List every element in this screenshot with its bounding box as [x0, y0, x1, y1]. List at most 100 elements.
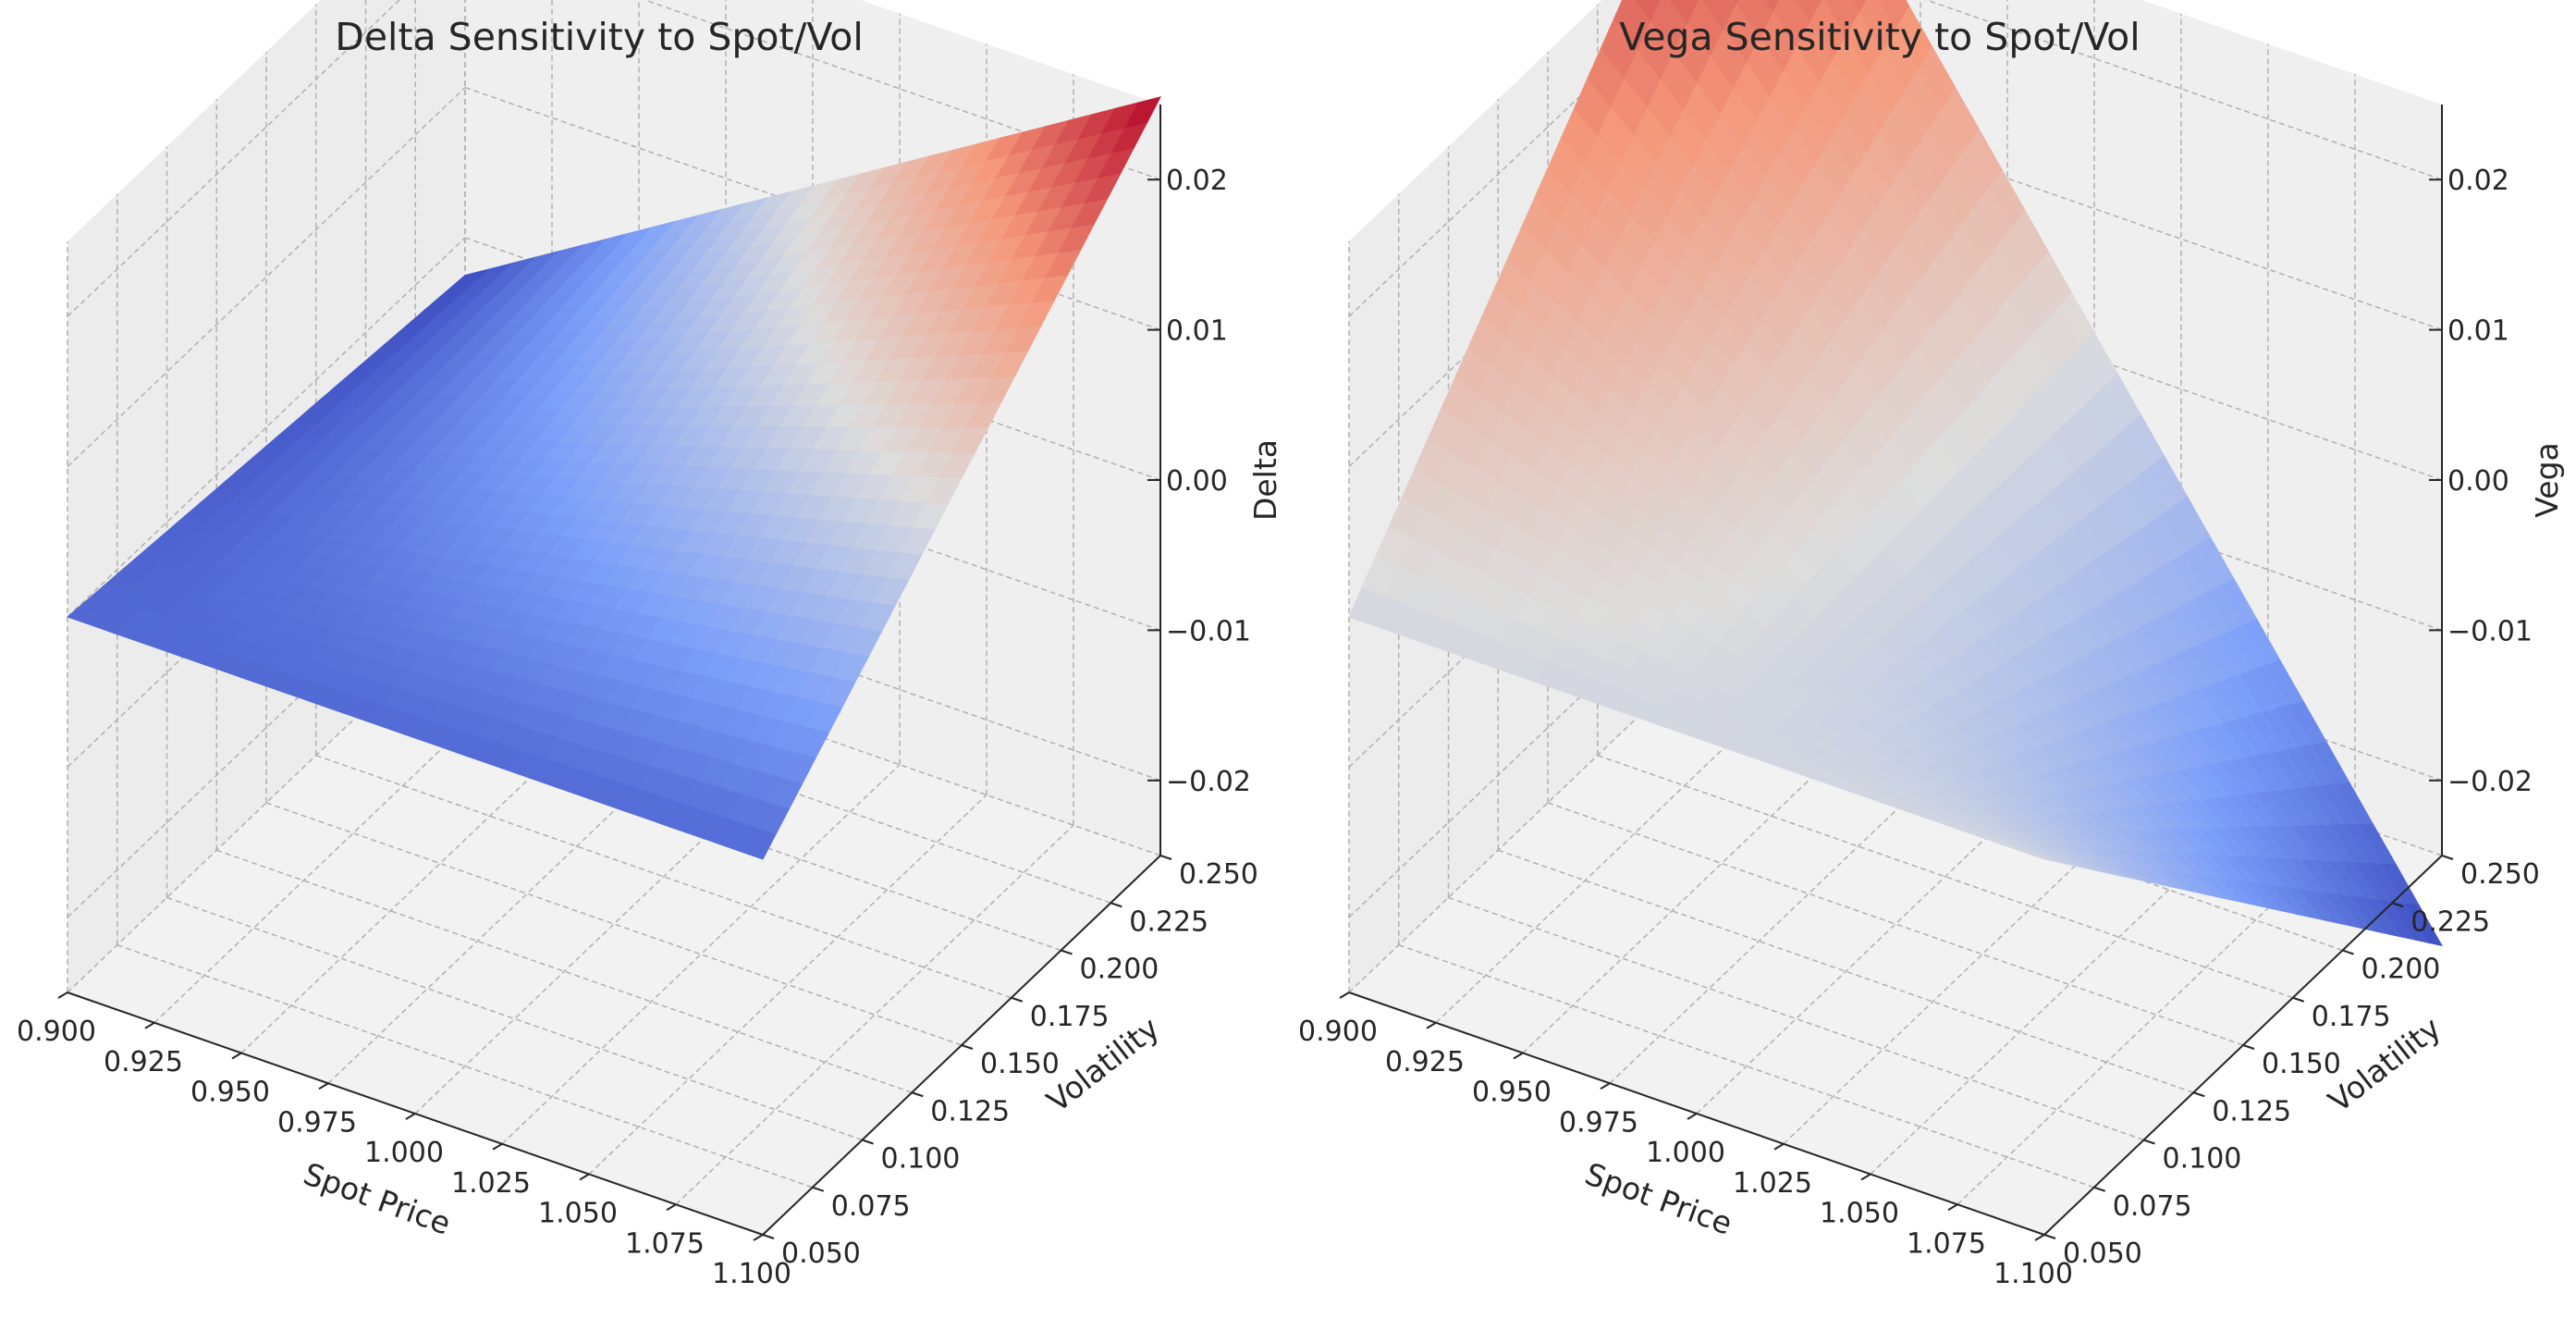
y-tick	[2043, 1234, 2056, 1239]
floor-pane	[67, 613, 1160, 1235]
x-tick	[144, 1021, 155, 1029]
x-tick-label: 0.950	[1472, 1077, 1552, 1109]
x-tick-label: 1.000	[1646, 1137, 1725, 1169]
y-tick	[2391, 902, 2404, 908]
x-tick	[1773, 1142, 1785, 1151]
y-tick	[2143, 1139, 2155, 1145]
y-tick-label: 0.075	[2113, 1190, 2192, 1223]
x-tick-label: 0.925	[1385, 1046, 1465, 1078]
y-tick	[762, 1234, 775, 1239]
x-tick	[579, 1173, 590, 1181]
chart-title: Delta Sensitivity to Spot/Vol	[335, 15, 863, 59]
x-tick	[1600, 1082, 1611, 1090]
gridline	[1597, 755, 2293, 999]
y-tick	[2192, 1091, 2205, 1098]
gridline	[588, 794, 987, 1176]
surface-patch	[1879, 0, 1910, 30]
surface	[67, 96, 1161, 860]
surface	[1348, 0, 2443, 947]
x-tick	[318, 1082, 329, 1090]
x-tick-label: 0.950	[190, 1077, 270, 1109]
x-tick-label: 0.900	[1298, 1016, 1378, 1048]
y-tick-label: 0.150	[2262, 1048, 2341, 1080]
y-tick-label: 0.250	[1179, 858, 1258, 891]
gridline	[1448, 896, 2144, 1141]
x-tick-label: 1.050	[1820, 1198, 1899, 1230]
z-tick-label: 0.01	[2447, 315, 2509, 348]
z-tick-label: 0.00	[2447, 465, 2509, 498]
y-tick-label: 0.200	[2361, 954, 2441, 986]
y-tick-label: 0.200	[1080, 954, 1159, 986]
x-tick	[492, 1142, 503, 1151]
gridline	[1547, 802, 2244, 1046]
x-tick	[405, 1113, 416, 1120]
x-tick	[753, 1234, 764, 1241]
vega-chart: 0.9000.9250.9500.9751.0001.0251.0501.075…	[1298, 0, 2565, 1290]
y-tick	[1110, 902, 1122, 908]
gridline	[67, 0, 400, 317]
y-tick	[812, 1186, 825, 1192]
y-tick	[862, 1139, 874, 1145]
y-tick-label: 0.250	[2460, 858, 2540, 891]
z-tick-label: 0.01	[1166, 315, 1228, 348]
y-tick-label: 0.125	[930, 1095, 1010, 1127]
x-tick	[666, 1203, 677, 1212]
gridline	[1924, 0, 2443, 180]
y-tick-label: 0.175	[2312, 1001, 2391, 1033]
gridline	[1498, 849, 2194, 1093]
z-axis-label: Delta	[1247, 439, 1283, 521]
x-tick-label: 1.075	[1907, 1227, 1986, 1260]
y-tick-label: 0.100	[2163, 1143, 2242, 1176]
delta-chart: 0.9000.9250.9500.9751.0001.0251.0501.075…	[17, 0, 1283, 1290]
surface-patch	[1795, 0, 1822, 23]
y-tick-label: 0.225	[1129, 905, 1208, 938]
y-tick	[2292, 996, 2305, 1003]
z-tick-label: −0.01	[2447, 615, 2533, 647]
z-tick-label: 0.00	[1166, 465, 1228, 498]
y-tick	[1061, 949, 1073, 955]
y-tick	[1011, 996, 1024, 1003]
x-tick-label: 0.975	[1559, 1106, 1638, 1139]
gridline	[265, 802, 963, 1046]
gridline	[166, 896, 863, 1141]
x-tick	[57, 992, 68, 999]
y-tick	[2342, 949, 2354, 955]
gridline	[315, 755, 1012, 999]
x-tick	[1513, 1052, 1524, 1060]
surface-patch	[1851, 0, 1867, 13]
surface-patch	[1765, 0, 1780, 12]
surface-patch	[1669, 0, 1699, 24]
x-tick-label: 1.025	[1733, 1167, 1812, 1200]
y-tick-label: 0.125	[2212, 1095, 2291, 1127]
x-tick	[1860, 1173, 1871, 1181]
y-tick	[961, 1044, 974, 1050]
gridline	[501, 764, 901, 1145]
gridline	[1398, 944, 2094, 1189]
y-tick-label: 0.175	[1030, 1001, 1110, 1033]
surface-patch	[1735, 0, 1738, 4]
y-tick	[2093, 1186, 2106, 1192]
chart-title: Vega Sensitivity to Spot/Vol	[1619, 15, 2140, 59]
z-tick-label: −0.01	[1166, 615, 1251, 647]
gridline	[67, 87, 466, 468]
x-tick-label: 1.050	[538, 1198, 618, 1230]
gridline	[675, 824, 1074, 1205]
y-tick-label: 0.050	[2063, 1238, 2142, 1270]
x-tick-label: 1.075	[625, 1227, 705, 1260]
z-tick-label: 0.02	[1166, 165, 1228, 197]
x-tick	[1426, 1021, 1437, 1029]
surface-patch	[451, 268, 489, 288]
z-axis-label: Vega	[2529, 442, 2565, 518]
gridline	[67, 237, 466, 618]
x-tick-label: 1.000	[364, 1137, 444, 1169]
z-tick-label: −0.02	[2447, 766, 2533, 798]
surface-patch	[1635, 0, 1661, 21]
y-tick	[2441, 855, 2454, 860]
x-tick-label: 1.025	[451, 1167, 531, 1200]
x-tick	[2034, 1234, 2045, 1241]
z-tick-label: 0.02	[2447, 165, 2509, 197]
y-tick-label: 0.050	[781, 1238, 861, 1270]
y-tick-label: 0.100	[881, 1143, 961, 1176]
y-tick	[1159, 855, 1172, 860]
